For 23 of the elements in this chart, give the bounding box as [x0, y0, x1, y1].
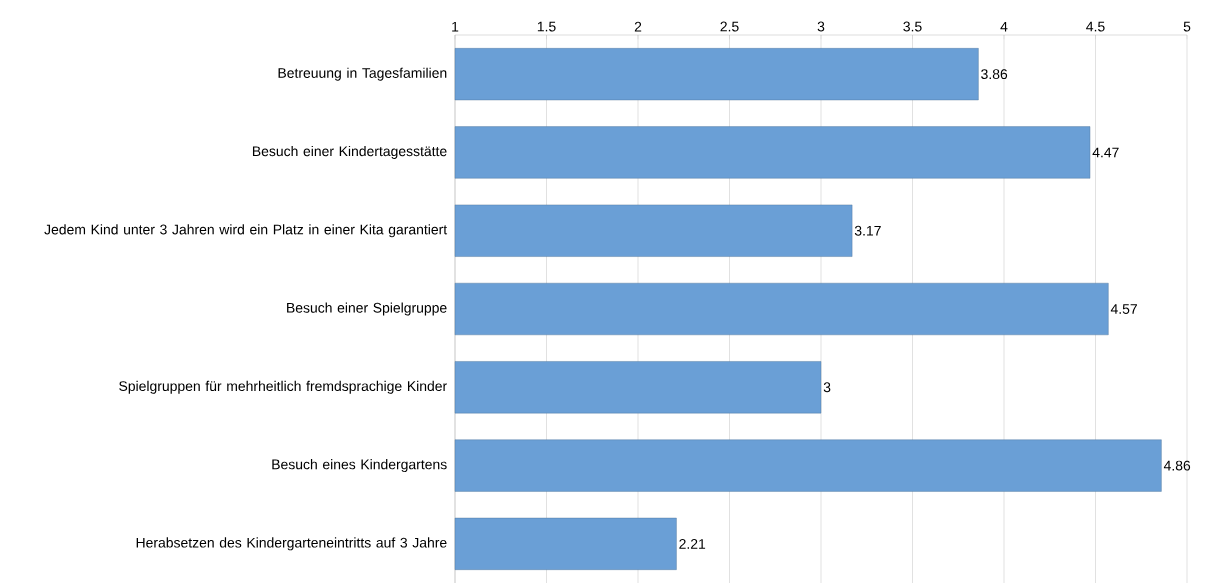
x-tick-label: 4.5: [1086, 21, 1105, 32]
x-tick-label: 3.5: [903, 21, 922, 32]
y-tick-label: Jedem Kind unter 3 Jahren wird ein Platz in einer Kita garantiert: [44, 224, 448, 238]
x-tick-label: 1: [452, 21, 459, 32]
data-label: 4.57: [1110, 304, 1137, 314]
x-tick-label: 5: [1183, 21, 1191, 32]
x-tick-label: 2.5: [720, 21, 739, 32]
data-label: 3.17: [854, 225, 881, 236]
x-tick-label: 2: [634, 21, 642, 32]
y-tick-label: Herabsetzen des Kindergarteneintritts auf 3 Jahre: [136, 537, 447, 551]
x-tick-label: 3: [817, 21, 825, 32]
data-label: 2.21: [679, 538, 706, 549]
y-tick-label: Besuch eines Kindergartens: [272, 459, 447, 473]
x-tick-label: 1.5: [537, 21, 556, 32]
y-tick-label: Spielgruppen für mehrheitlich fremdsprachige Kinder: [119, 380, 447, 394]
y-tick-label: Besuch einer Kindertagesstätte: [252, 145, 447, 159]
y-tick-label: Betreuung in Tagesfamilien: [278, 67, 447, 81]
x-tick-label: 4: [1000, 21, 1008, 32]
data-label: 4.86: [1163, 460, 1191, 471]
data-label: 3: [823, 382, 831, 393]
data-label: 4.47: [1092, 147, 1119, 158]
y-tick-label: Besuch einer Spielgruppe: [287, 302, 447, 316]
data-label: 3.86: [981, 69, 1008, 80]
